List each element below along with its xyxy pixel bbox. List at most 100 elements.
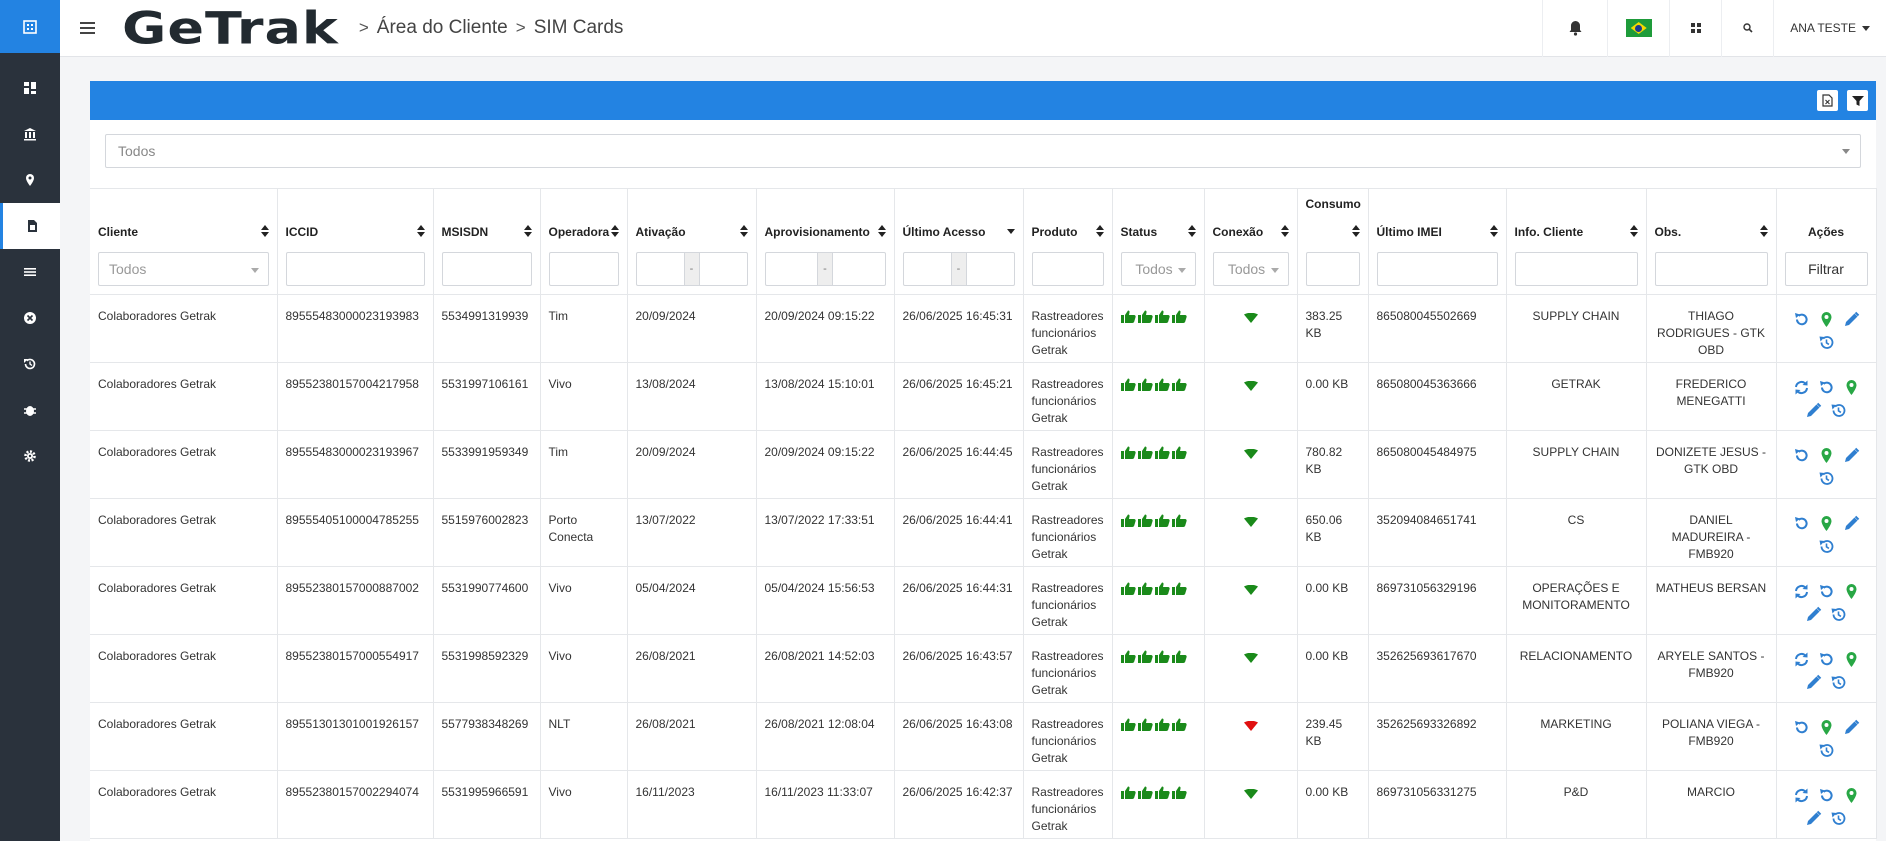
column-header-ultimo-imei[interactable]: Último IMEI xyxy=(1368,188,1507,245)
sidebar-item-blocked[interactable] xyxy=(0,295,60,341)
history-button[interactable] xyxy=(1829,809,1848,828)
sort-icon[interactable] xyxy=(1759,224,1768,237)
sort-icon[interactable] xyxy=(523,224,532,237)
location-button[interactable] xyxy=(1817,310,1836,329)
edit-button[interactable] xyxy=(1842,446,1861,465)
column-header-ultimo-acesso[interactable]: Último Acesso xyxy=(894,188,1024,245)
column-header-aprovisionamento[interactable]: Aprovisionamento xyxy=(756,188,895,245)
info-cliente-filter-input[interactable] xyxy=(1514,252,1638,287)
location-button[interactable] xyxy=(1842,786,1861,805)
column-header-cliente[interactable]: Cliente xyxy=(90,188,278,245)
reset-button[interactable] xyxy=(1792,310,1811,329)
reset-button[interactable] xyxy=(1817,786,1836,805)
ultimo-acesso-start-input[interactable] xyxy=(904,253,951,285)
history-button[interactable] xyxy=(1829,401,1848,420)
sort-icon[interactable] xyxy=(1489,224,1498,237)
notifications-button[interactable] xyxy=(1542,0,1607,57)
location-button[interactable] xyxy=(1817,514,1836,533)
ativacao-end-input[interactable] xyxy=(700,253,747,285)
sort-icon[interactable] xyxy=(1095,224,1104,237)
location-button[interactable] xyxy=(1842,582,1861,601)
sidebar-item-dashboard[interactable] xyxy=(0,65,60,111)
sync-button[interactable] xyxy=(1792,378,1811,397)
reset-button[interactable] xyxy=(1817,650,1836,669)
history-button[interactable] xyxy=(1817,537,1836,556)
reset-button[interactable] xyxy=(1817,582,1836,601)
filtrar-button[interactable]: Filtrar xyxy=(1784,252,1868,287)
sidebar-item-list[interactable] xyxy=(0,249,60,295)
status-filter-select[interactable]: Todos xyxy=(1120,252,1196,287)
column-header-obs[interactable]: Obs. xyxy=(1646,188,1777,245)
history-button[interactable] xyxy=(1817,333,1836,352)
location-button[interactable] xyxy=(1842,650,1861,669)
reset-button[interactable] xyxy=(1817,378,1836,397)
location-button[interactable] xyxy=(1842,378,1861,397)
breadcrumb-item[interactable]: Área do Cliente xyxy=(376,17,508,38)
search-button[interactable] xyxy=(1721,0,1773,57)
sidebar-item-settings[interactable] xyxy=(0,433,60,479)
location-button[interactable] xyxy=(1817,446,1836,465)
brand-logo[interactable]: GeTrak xyxy=(122,2,339,54)
sort-icon[interactable] xyxy=(1187,224,1196,237)
cliente-filter-select[interactable]: Todos xyxy=(98,252,269,287)
produto-filter-input[interactable] xyxy=(1031,252,1104,287)
history-button[interactable] xyxy=(1817,741,1836,760)
sort-icon[interactable] xyxy=(739,224,748,237)
column-header-produto[interactable]: Produto xyxy=(1023,188,1113,245)
edit-button[interactable] xyxy=(1804,673,1823,692)
aprovisionamento-start-input[interactable] xyxy=(766,253,818,285)
filter-button[interactable] xyxy=(1847,90,1868,111)
column-header-consumo[interactable]: Consumo xyxy=(1297,188,1369,245)
reset-button[interactable] xyxy=(1792,446,1811,465)
sort-icon[interactable] xyxy=(416,224,425,237)
column-header-msisdn[interactable]: MSISDN xyxy=(433,188,541,245)
obs-filter-input[interactable] xyxy=(1654,252,1768,287)
sort-icon[interactable] xyxy=(610,224,619,237)
aprovisionamento-end-input[interactable] xyxy=(833,253,885,285)
column-header-operadora[interactable]: Operadora xyxy=(540,188,628,245)
column-header-info-cliente[interactable]: Info. Cliente xyxy=(1506,188,1647,245)
reset-button[interactable] xyxy=(1792,718,1811,737)
edit-button[interactable] xyxy=(1842,310,1861,329)
edit-button[interactable] xyxy=(1842,514,1861,533)
home-button[interactable] xyxy=(0,0,60,53)
iccid-filter-input[interactable] xyxy=(285,252,425,287)
imei-filter-input[interactable] xyxy=(1376,252,1498,287)
consumo-filter-input[interactable] xyxy=(1305,252,1360,287)
client-group-select[interactable]: Todos xyxy=(105,134,1861,168)
language-button[interactable] xyxy=(1607,0,1669,57)
column-header-iccid[interactable]: ICCID xyxy=(277,188,434,245)
column-header-ativacao[interactable]: Ativação xyxy=(627,188,757,245)
history-button[interactable] xyxy=(1829,605,1848,624)
edit-button[interactable] xyxy=(1804,605,1823,624)
sync-button[interactable] xyxy=(1792,786,1811,805)
sync-button[interactable] xyxy=(1792,582,1811,601)
menu-toggle-icon[interactable] xyxy=(80,22,110,34)
history-button[interactable] xyxy=(1829,673,1848,692)
ativacao-start-input[interactable] xyxy=(637,253,684,285)
operadora-filter-input[interactable] xyxy=(548,252,619,287)
sort-icon[interactable] xyxy=(1351,224,1360,237)
sidebar-item-map[interactable] xyxy=(0,157,60,203)
sidebar-item-history[interactable] xyxy=(0,341,60,387)
history-button[interactable] xyxy=(1817,469,1836,488)
edit-button[interactable] xyxy=(1842,718,1861,737)
export-excel-button[interactable] xyxy=(1817,90,1838,111)
sidebar-item-sim-cards[interactable] xyxy=(0,203,60,249)
apps-button[interactable] xyxy=(1669,0,1721,57)
sort-desc-icon[interactable] xyxy=(1006,225,1015,237)
sidebar-item-bank[interactable] xyxy=(0,111,60,157)
sidebar-item-debug[interactable] xyxy=(0,387,60,433)
user-menu[interactable]: ANA TESTE xyxy=(1773,0,1886,57)
location-button[interactable] xyxy=(1817,718,1836,737)
sync-button[interactable] xyxy=(1792,650,1811,669)
sort-icon[interactable] xyxy=(1280,224,1289,237)
sort-icon[interactable] xyxy=(877,224,886,237)
msisdn-filter-input[interactable] xyxy=(441,252,532,287)
ultimo-acesso-end-input[interactable] xyxy=(967,253,1014,285)
edit-button[interactable] xyxy=(1804,401,1823,420)
edit-button[interactable] xyxy=(1804,809,1823,828)
column-header-conexao[interactable]: Conexão xyxy=(1204,188,1298,245)
column-header-status[interactable]: Status xyxy=(1112,188,1205,245)
sort-icon[interactable] xyxy=(1629,224,1638,237)
